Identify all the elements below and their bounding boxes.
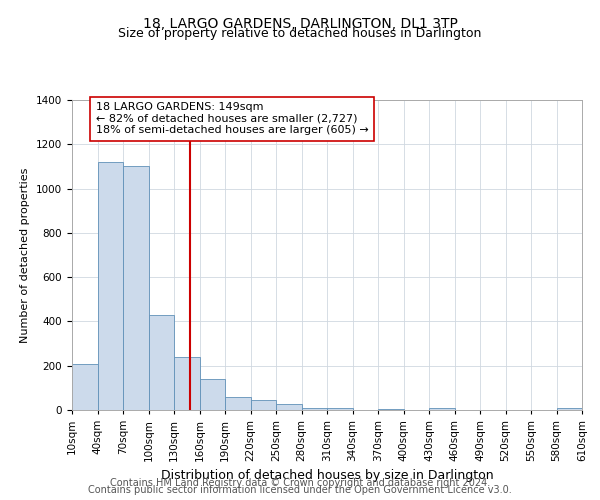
Text: 18 LARGO GARDENS: 149sqm
← 82% of detached houses are smaller (2,727)
18% of sem: 18 LARGO GARDENS: 149sqm ← 82% of detach… <box>96 102 368 136</box>
Bar <box>276 404 302 410</box>
Text: Contains public sector information licensed under the Open Government Licence v3: Contains public sector information licen… <box>88 485 512 495</box>
Bar <box>174 357 199 410</box>
Bar <box>225 396 251 410</box>
Y-axis label: Number of detached properties: Number of detached properties <box>20 168 31 342</box>
Bar <box>97 162 123 410</box>
Bar <box>327 408 353 410</box>
Bar <box>149 315 174 410</box>
Bar <box>302 408 327 410</box>
Bar <box>251 400 276 410</box>
Text: 18, LARGO GARDENS, DARLINGTON, DL1 3TP: 18, LARGO GARDENS, DARLINGTON, DL1 3TP <box>143 18 457 32</box>
X-axis label: Distribution of detached houses by size in Darlington: Distribution of detached houses by size … <box>161 470 493 482</box>
Text: Size of property relative to detached houses in Darlington: Size of property relative to detached ho… <box>118 28 482 40</box>
Text: Contains HM Land Registry data © Crown copyright and database right 2024.: Contains HM Land Registry data © Crown c… <box>110 478 490 488</box>
Bar <box>72 364 97 410</box>
Bar <box>378 409 404 410</box>
Bar <box>557 408 582 410</box>
Bar <box>429 408 455 410</box>
Bar <box>199 379 225 410</box>
Bar <box>123 166 149 410</box>
